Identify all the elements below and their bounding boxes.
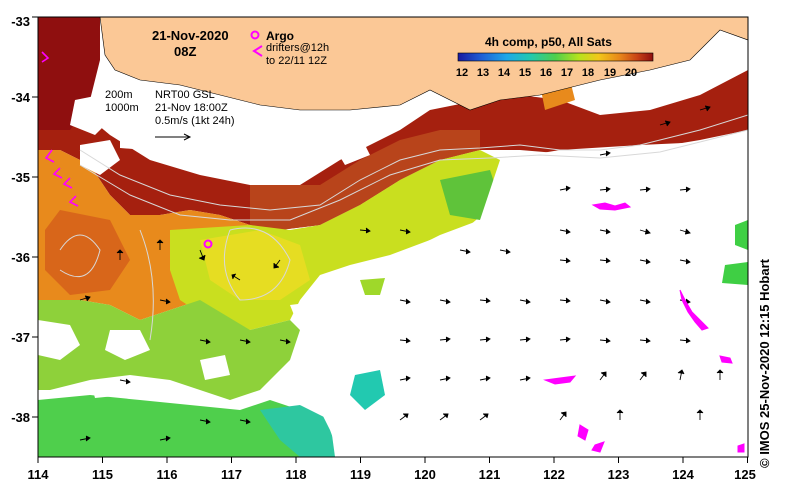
y-tick-36: -36 (11, 250, 30, 265)
y-tick-37: -37 (11, 330, 30, 345)
plot-area (38, 17, 748, 457)
x-tick-123: 123 (608, 467, 630, 482)
model-name: NRT00 GSL (155, 89, 215, 101)
axis-ticks (32, 16, 748, 463)
credit-label: © IMOS 25-Nov-2020 12:15 Hobart (757, 259, 772, 468)
drifter-tracks (543, 202, 745, 453)
x-tick-117: 117 (221, 467, 242, 482)
argo-float-marker (203, 239, 213, 249)
argo-legend-icon (250, 30, 260, 40)
x-tick-119: 119 (350, 467, 371, 482)
cbar-tick-12: 12 (456, 67, 468, 79)
cloud-mask (38, 95, 748, 457)
drifter-legend-line1: drifters@12h (266, 42, 329, 54)
argo-legend-label: Argo (266, 29, 294, 43)
model-time: 21-Nov 18:00Z (155, 102, 228, 114)
x-axis-labels: 114 115 116 117 118 119 120 121 122 123 … (28, 467, 756, 482)
sst-patch-brown (250, 130, 480, 230)
colorbar-ticks: 12 13 14 15 16 17 18 19 20 (456, 67, 637, 79)
sst-fragment-yellow-green (360, 278, 385, 295)
header-date: 21-Nov-2020 (152, 28, 229, 43)
cbar-tick-16: 16 (540, 67, 552, 79)
bathymetry-contours (59, 114, 748, 341)
contour-label-1000m: 1000m (105, 102, 139, 114)
colorbar (457, 52, 654, 62)
velocity-scale-label: 0.5m/s (1kt 24h) (155, 115, 234, 127)
sst-patch-warm-coastal (38, 17, 748, 230)
land-australia (99, 17, 748, 111)
drifter-chevrons-west (41, 51, 79, 207)
cbar-tick-19: 19 (604, 67, 616, 79)
x-tick-125: 125 (734, 467, 756, 482)
x-tick-121: 121 (479, 467, 501, 482)
contour-label-200m: 200m (105, 89, 133, 101)
cbar-tick-15: 15 (519, 67, 531, 79)
header-time: 08Z (174, 44, 196, 59)
velocity-scale-arrow (155, 133, 192, 141)
current-vectors (79, 105, 724, 442)
cbar-tick-14: 14 (498, 67, 511, 79)
y-tick-38: -38 (11, 410, 30, 425)
sst-fragment-teal (350, 370, 385, 410)
x-tick-118: 118 (286, 467, 307, 482)
x-tick-122: 122 (543, 467, 565, 482)
y-tick-34: -34 (11, 90, 31, 105)
cbar-tick-13: 13 (477, 67, 489, 79)
sst-patch-green-bottom (38, 395, 330, 457)
x-tick-115: 115 (92, 467, 113, 482)
sst-fragment-east-2 (735, 220, 748, 250)
x-tick-120: 120 (414, 467, 436, 482)
sst-patch-teal (260, 405, 335, 457)
y-axis-labels: -33 -34 -35 -36 -37 -38 (11, 14, 31, 425)
drifter-legend-icon (252, 45, 263, 57)
drifter-legend-line2: to 22/11 12Z (266, 55, 327, 67)
y-tick-35: -35 (11, 170, 30, 185)
colorbar-title: 4h comp, p50, All Sats (485, 35, 612, 49)
y-tick-33: -33 (11, 14, 30, 29)
plot-frame (37, 16, 749, 458)
x-tick-116: 116 (157, 467, 178, 482)
sst-fragment-east-1 (722, 262, 748, 285)
sst-patch-green-south (38, 300, 300, 400)
cbar-tick-17: 17 (561, 67, 573, 79)
x-tick-114: 114 (28, 467, 50, 482)
cbar-tick-18: 18 (582, 67, 594, 79)
cbar-tick-20: 20 (625, 67, 637, 79)
x-tick-124: 124 (672, 467, 694, 482)
